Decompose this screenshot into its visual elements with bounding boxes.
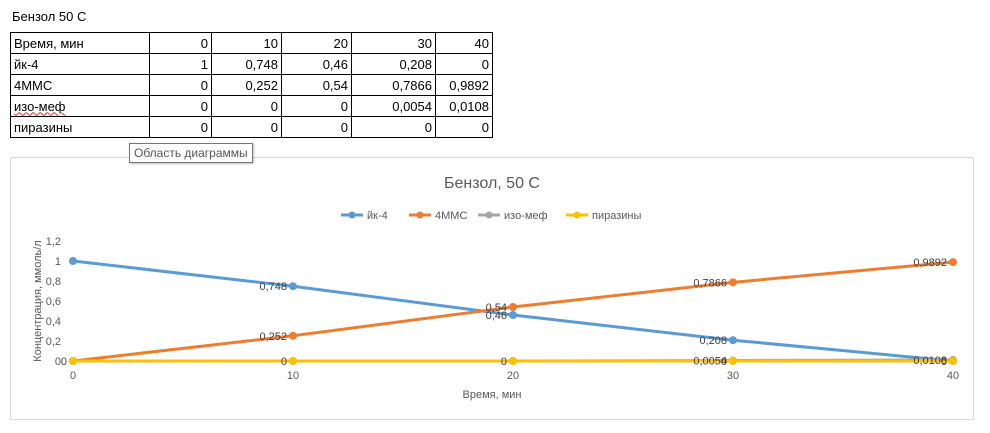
data-label: 0 — [941, 356, 947, 368]
table-header-row: Время, мин 0 10 20 30 40 — [10, 32, 493, 54]
table-row: 4ММС 0 0,252 0,54 0,7866 0,9892 — [10, 74, 493, 96]
y-tick-label: 0,4 — [46, 316, 61, 328]
table-cell[interactable]: 20 — [281, 32, 352, 54]
legend-label: 4ММС — [435, 210, 467, 222]
table-cell[interactable]: 0,54 — [281, 74, 352, 96]
spellcheck-text: изо-меф — [14, 98, 66, 114]
legend-label: йк-4 — [367, 210, 388, 222]
x-tick-label: 20 — [507, 370, 519, 382]
table-cell[interactable]: 0,9892 — [435, 74, 493, 96]
table-cell[interactable]: 0 — [281, 95, 352, 117]
data-point — [289, 357, 297, 365]
table-row: йк-4 1 0,748 0,46 0,208 0 — [10, 53, 493, 75]
data-label: 0,54 — [486, 302, 507, 314]
y-tick-label: 1 — [55, 256, 61, 268]
table-row: изо-меф 0 0 0 0,0054 0,0108 — [10, 95, 493, 117]
table-cell[interactable]: 0 — [435, 53, 493, 75]
data-point — [949, 258, 957, 267]
table-cell[interactable]: 0 — [351, 116, 436, 138]
table-cell[interactable]: 0 — [211, 116, 282, 138]
table-cell[interactable]: 0,748 — [211, 53, 282, 75]
legend-swatch-marker — [485, 211, 493, 219]
x-tick-label: 40 — [947, 370, 959, 382]
legend-label: пиразины — [592, 210, 641, 222]
y-axis-title: Концентрация, ммоль/л — [32, 240, 44, 361]
data-point — [509, 357, 517, 365]
table-cell[interactable]: йк-4 — [10, 53, 150, 75]
legend-swatch-marker — [348, 211, 356, 219]
data-table: Время, мин 0 10 20 30 40 йк-4 1 0,748 0,… — [10, 32, 493, 138]
table-cell[interactable]: 1 — [149, 53, 212, 75]
data-point — [69, 257, 77, 265]
line-chart: Бензол, 50 Сйк-4 4ММС изо-меф пиразины00,20… — [32, 175, 959, 401]
data-point — [729, 336, 737, 345]
table-cell[interactable]: 0,0054 — [351, 95, 436, 117]
table-cell[interactable]: 4ММС — [10, 74, 150, 96]
legend-label: изо-меф — [504, 210, 548, 222]
data-label: 0,0108 — [913, 355, 947, 367]
data-point — [509, 311, 517, 319]
table-cell[interactable]: 0,0108 — [435, 95, 493, 117]
data-label: 0,9892 — [913, 257, 947, 269]
table-row: пиразины 0 0 0 0 0 — [10, 116, 493, 138]
table-cell[interactable]: 0 — [435, 116, 493, 138]
data-label: 0,46 — [486, 310, 507, 322]
table-cell[interactable]: 0 — [149, 95, 212, 117]
y-tick-label: 0,6 — [46, 296, 61, 308]
table-cell[interactable]: 0,208 — [351, 53, 436, 75]
table-cell[interactable]: 40 — [435, 32, 493, 54]
data-point — [949, 357, 957, 365]
table-cell[interactable]: 30 — [351, 32, 436, 54]
data-point — [729, 357, 737, 365]
x-tick-label: 30 — [727, 370, 739, 382]
chart-title: Бензол, 50 С — [444, 175, 540, 192]
table-cell[interactable]: пиразины — [10, 116, 150, 138]
data-label: 0 — [501, 356, 507, 368]
table-cell[interactable]: 0 — [149, 74, 212, 96]
table-cell[interactable]: 0,252 — [211, 74, 282, 96]
y-tick-label: 0 — [55, 356, 61, 368]
sheet-title: Бензол 50 С — [12, 9, 87, 24]
table-cell[interactable]: изо-меф — [10, 95, 150, 117]
table-cell[interactable]: 0 — [211, 95, 282, 117]
table-cell[interactable]: 0,7866 — [351, 74, 436, 96]
data-label: 0,748 — [259, 281, 287, 293]
data-label: 0,7866 — [693, 277, 727, 289]
data-label: 0,252 — [259, 331, 287, 343]
data-point — [69, 357, 77, 365]
data-label: 0 — [61, 356, 67, 368]
x-axis-title: Время, мин — [463, 389, 522, 401]
y-tick-label: 1,2 — [46, 236, 61, 248]
x-tick-label: 0 — [70, 370, 76, 382]
table-cell[interactable]: 0 — [149, 116, 212, 138]
table-cell[interactable]: Время, мин — [10, 32, 150, 54]
data-point — [289, 331, 297, 340]
table-cell[interactable]: 10 — [211, 32, 282, 54]
table-cell[interactable]: 0 — [149, 32, 212, 54]
data-label: 0 — [281, 356, 287, 368]
data-label: 0 — [721, 356, 727, 368]
data-point — [729, 278, 737, 287]
data-point — [289, 282, 297, 291]
x-tick-label: 10 — [287, 370, 299, 382]
data-label: 0,0054 — [693, 355, 727, 367]
table-cell[interactable]: 0 — [281, 116, 352, 138]
data-label: 0,208 — [699, 335, 727, 347]
chart-area-tooltip: Область диаграммы — [129, 143, 253, 163]
data-point — [509, 303, 517, 311]
y-tick-label: 0,2 — [46, 336, 61, 348]
legend-swatch-marker — [573, 211, 581, 219]
legend-swatch-marker — [416, 211, 424, 219]
y-tick-label: 0,8 — [46, 276, 61, 288]
table-cell[interactable]: 0,46 — [281, 53, 352, 75]
